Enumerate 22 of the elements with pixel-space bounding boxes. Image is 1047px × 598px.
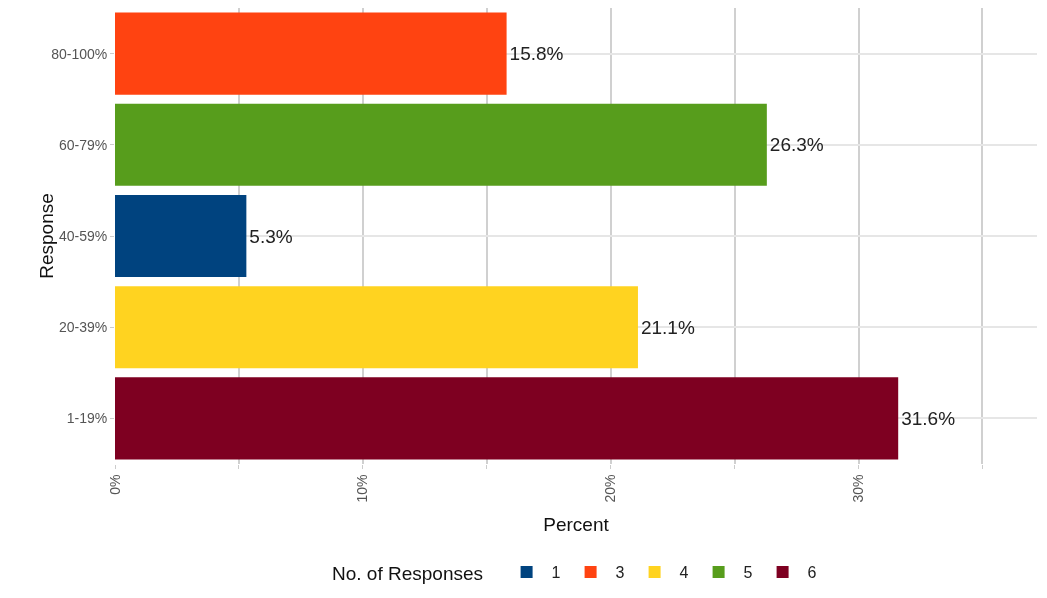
y-axis-title: Response <box>35 193 57 279</box>
legend-label: 3 <box>615 564 625 582</box>
data-label: 26.3% <box>769 134 824 156</box>
x-tick-label: 30% <box>850 474 867 503</box>
data-label: 15.8% <box>509 43 564 65</box>
x-tick-label: 0% <box>106 474 123 495</box>
legend-title: No. of Responses <box>332 562 494 584</box>
y-tick-label: 80-100% <box>51 45 108 62</box>
legend-label: 1 <box>551 564 561 582</box>
data-label: 21.1% <box>640 316 695 338</box>
y-tick-label: 1-19% <box>66 410 108 427</box>
y-tick-label: 20-39% <box>58 319 108 336</box>
legend-label: 4 <box>679 564 689 582</box>
y-tick-label: 40-59% <box>58 227 108 244</box>
x-tick-label: 20% <box>602 474 619 503</box>
y-tick-label: 60-79% <box>58 136 108 153</box>
data-label: 31.6% <box>901 407 956 429</box>
legend-label: 5 <box>743 564 753 582</box>
legend-label: 6 <box>807 564 817 582</box>
data-label: 5.3% <box>249 225 293 247</box>
x-tick-label: 10% <box>354 474 371 503</box>
x-axis-title: Percent <box>543 514 610 535</box>
